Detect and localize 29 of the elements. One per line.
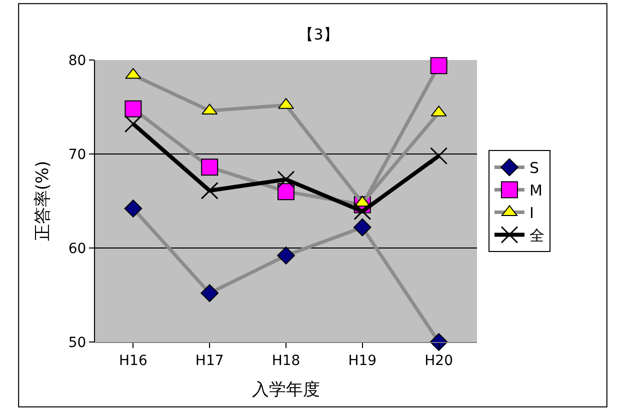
x-tick-label: H19: [348, 352, 377, 369]
legend-label: 全: [529, 226, 544, 245]
point: [124, 115, 142, 133]
y-tick-label: 60: [68, 240, 86, 257]
point: [124, 200, 142, 218]
point: [278, 183, 294, 200]
x-tick-label: H18: [272, 352, 300, 369]
x-tick-label: H20: [424, 352, 453, 369]
point: [200, 182, 218, 200]
point: [353, 218, 372, 236]
y-tick-label: 70: [68, 146, 86, 163]
x-tick-label: H17: [195, 352, 224, 369]
point: [354, 202, 372, 220]
point: [430, 57, 448, 74]
point: [200, 284, 219, 302]
y-axis-title: 正答率(%): [32, 160, 53, 242]
point: [277, 170, 295, 188]
x-tick-label: H16: [119, 352, 148, 369]
point: [430, 147, 448, 165]
y-tick-label: 80: [68, 52, 86, 69]
legend-label: M: [529, 182, 542, 200]
legend-label: I: [529, 204, 534, 222]
point: [201, 158, 218, 176]
point: [277, 246, 295, 264]
y-tick-label: 50: [68, 334, 86, 351]
point: [124, 100, 142, 118]
x-axis-title: 入学年度: [252, 380, 320, 400]
legend-label: S: [529, 159, 539, 178]
chart-title: 【3】: [298, 25, 338, 44]
